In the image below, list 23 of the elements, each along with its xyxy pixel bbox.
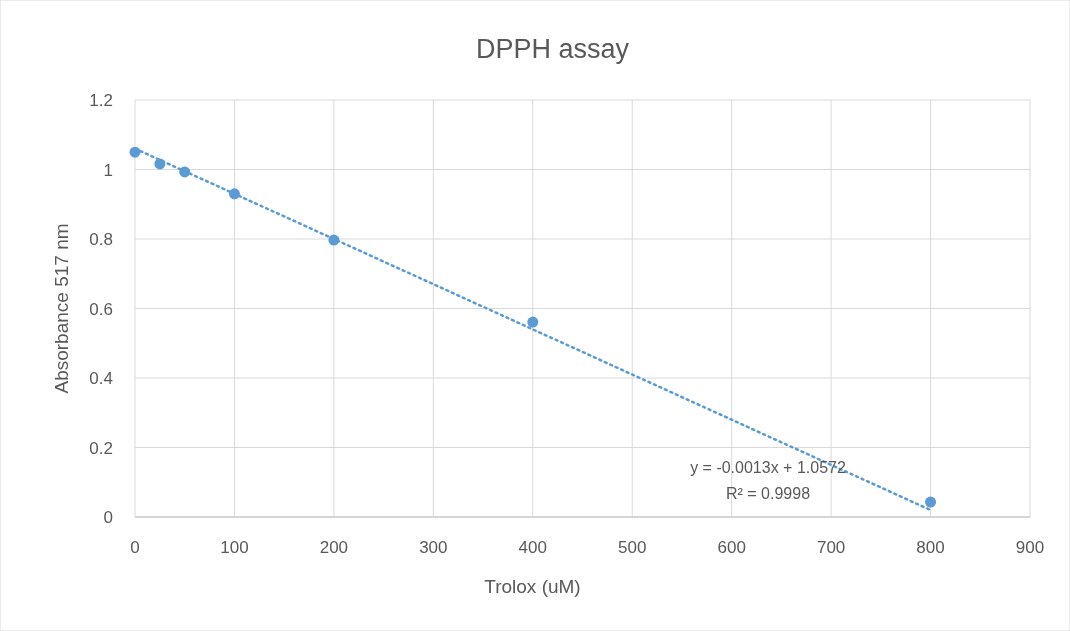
point [527, 316, 539, 328]
y-tick-label: 1 [103, 160, 113, 180]
x-tick-label: 600 [717, 538, 746, 557]
x-tick-label: 200 [319, 538, 349, 557]
y-tick-label: 0 [103, 508, 113, 527]
x-tick-label: 300 [419, 538, 448, 557]
x-tick-label: 100 [220, 538, 249, 557]
x-tick-label: 800 [916, 538, 945, 557]
x-tick-label: 400 [518, 538, 547, 557]
x-tick-label: 900 [1015, 538, 1045, 557]
point [925, 496, 937, 508]
y-axis-title: Absorbance 517 nm [51, 223, 72, 394]
y-tick-label: 0.2 [89, 438, 113, 458]
y-tick-label: 0.6 [89, 299, 113, 319]
y-tick-label: 1.2 [89, 91, 113, 110]
y-tick-label: 0.8 [89, 230, 113, 249]
y-tick-label: 0.4 [89, 369, 113, 388]
x-axis-title: Trolox (uM) [484, 576, 581, 597]
x-tick-label: 700 [816, 538, 846, 557]
x-tick-label: 500 [618, 538, 647, 557]
chart-title: DPPH assay [475, 34, 630, 64]
annotation: R² = 0.9998 [725, 485, 811, 502]
x-tick-label: 0 [130, 538, 140, 557]
